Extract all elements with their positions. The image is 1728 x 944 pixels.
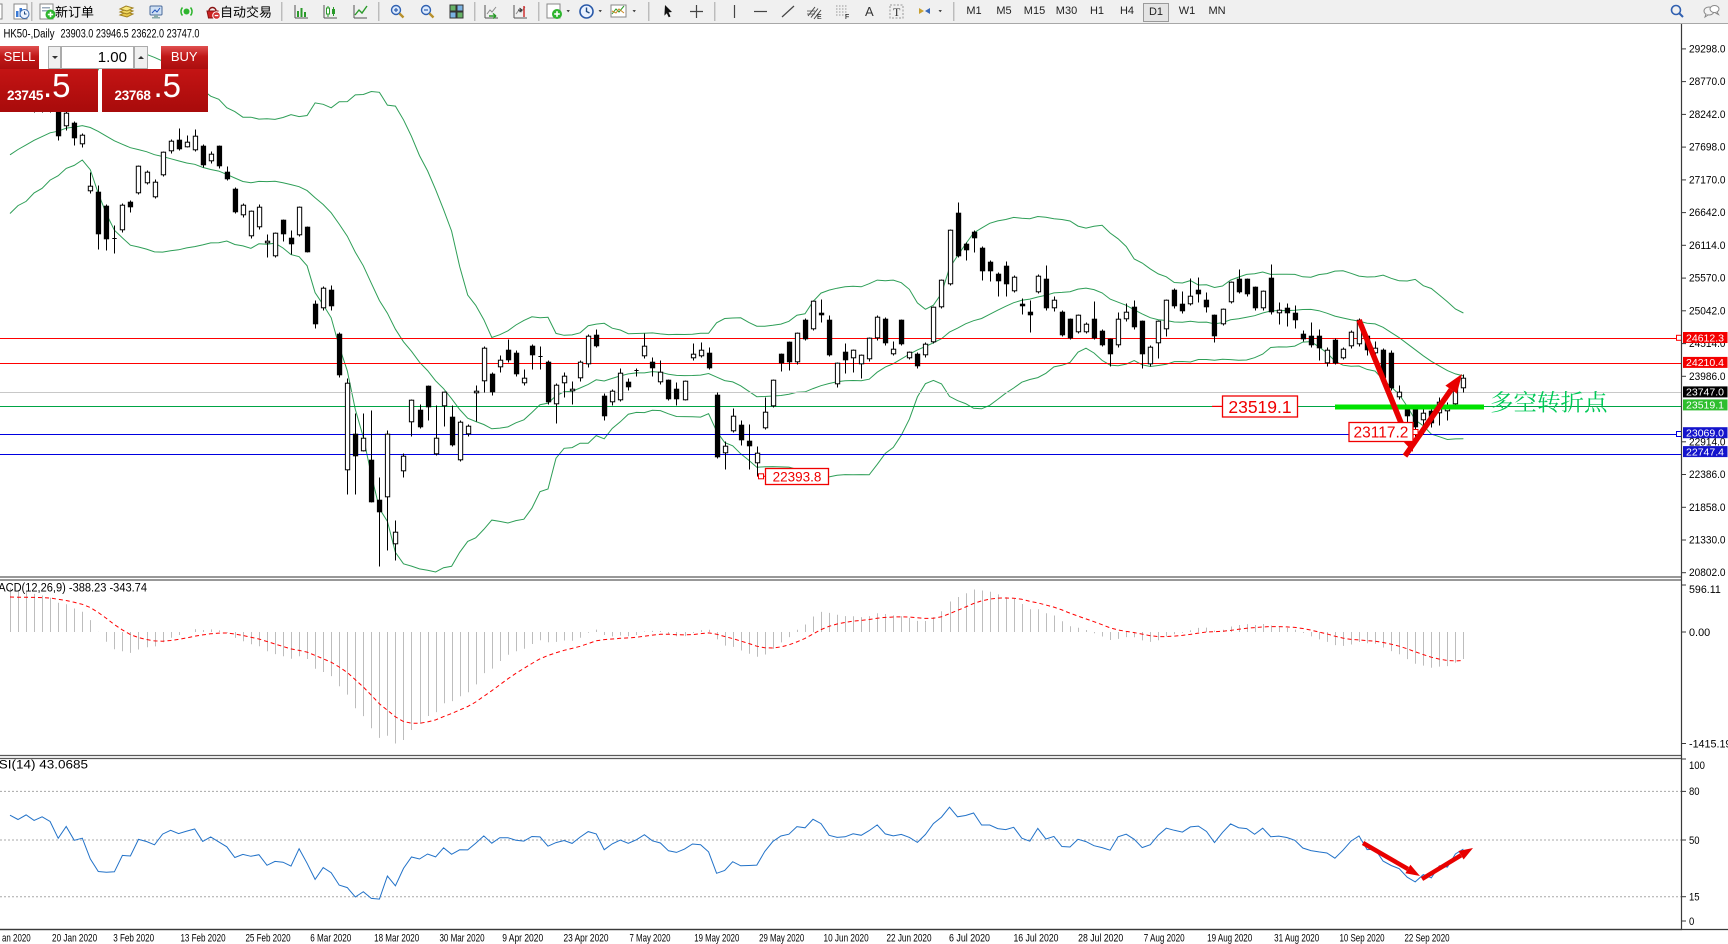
svg-text:50: 50 — [1689, 835, 1700, 847]
svg-text:25042.0: 25042.0 — [1689, 305, 1726, 317]
svg-text:19 May 2020: 19 May 2020 — [694, 933, 739, 944]
svg-text:23069.0: 23069.0 — [1686, 428, 1724, 440]
svg-text:F: F — [845, 14, 849, 21]
svg-text:T: T — [893, 5, 901, 19]
svg-text:23903.0 23946.5 23622.0 23747.: 23903.0 23946.5 23622.0 23747.0 — [61, 29, 200, 41]
svg-text:20802.0: 20802.0 — [1689, 567, 1726, 579]
svg-text:22 Sep 2020: 22 Sep 2020 — [1404, 933, 1449, 944]
svg-text:22914.0: 22914.0 — [1689, 436, 1726, 448]
svg-text:9 Apr 2020: 9 Apr 2020 — [502, 933, 543, 944]
svg-text:23519.1: 23519.1 — [1228, 397, 1291, 417]
svg-text:23747.0: 23747.0 — [1686, 387, 1724, 399]
svg-text:7 Aug 2020: 7 Aug 2020 — [1144, 933, 1185, 944]
svg-text:RSI(14) 43.0685: RSI(14) 43.0685 — [0, 760, 88, 772]
svg-text:26114.0: 26114.0 — [1689, 240, 1726, 252]
svg-text:80: 80 — [1689, 786, 1700, 798]
svg-text:24612.3: 24612.3 — [1686, 332, 1724, 344]
svg-text:27170.0: 27170.0 — [1689, 174, 1726, 186]
svg-text:7 May 2020: 7 May 2020 — [630, 933, 671, 944]
svg-text:-1415.19: -1415.19 — [1689, 738, 1728, 750]
svg-text:6 Mar 2020: 6 Mar 2020 — [310, 933, 351, 944]
svg-text:100: 100 — [1689, 760, 1705, 772]
svg-text:25570.0: 25570.0 — [1689, 273, 1726, 285]
svg-text:28 Jul 2020: 28 Jul 2020 — [1078, 933, 1123, 944]
svg-text:22386.0: 22386.0 — [1689, 469, 1726, 481]
svg-text:HK50-,Daily: HK50-,Daily — [4, 29, 55, 41]
svg-text:31 Aug 2020: 31 Aug 2020 — [1274, 933, 1319, 944]
svg-text:0: 0 — [1689, 916, 1694, 928]
svg-text:21330.0: 21330.0 — [1689, 535, 1726, 547]
svg-text:6 Jul 2020: 6 Jul 2020 — [949, 933, 990, 944]
svg-text:20 Jan 2020: 20 Jan 2020 — [52, 933, 97, 944]
svg-text:22393.8: 22393.8 — [773, 469, 822, 484]
svg-text:596.11: 596.11 — [1689, 584, 1721, 596]
svg-text:15: 15 — [1689, 892, 1700, 904]
svg-text:30 Mar 2020: 30 Mar 2020 — [439, 933, 484, 944]
svg-text:E: E — [817, 14, 822, 21]
svg-text:25 Feb 2020: 25 Feb 2020 — [245, 933, 290, 944]
svg-text:22747.4: 22747.4 — [1686, 446, 1724, 458]
svg-text:10 Sep 2020: 10 Sep 2020 — [1339, 933, 1384, 944]
svg-text:A: A — [865, 4, 874, 19]
svg-text:13 Feb 2020: 13 Feb 2020 — [180, 933, 225, 944]
svg-text:26642.0: 26642.0 — [1689, 207, 1726, 219]
svg-text:28770.0: 28770.0 — [1689, 76, 1726, 88]
svg-text:10 Jun 2020: 10 Jun 2020 — [824, 933, 869, 944]
svg-text:MACD(12,26,9) -388.23 -343.74: MACD(12,26,9) -388.23 -343.74 — [0, 583, 148, 595]
svg-text:23 Apr 2020: 23 Apr 2020 — [563, 933, 608, 944]
svg-text:29 May 2020: 29 May 2020 — [759, 933, 804, 944]
svg-text:22 Jun 2020: 22 Jun 2020 — [886, 933, 931, 944]
svg-text:3 Feb 2020: 3 Feb 2020 — [113, 933, 154, 944]
svg-text:an 2020: an 2020 — [2, 933, 31, 944]
svg-text:27698.0: 27698.0 — [1689, 142, 1726, 154]
svg-text:18 Mar 2020: 18 Mar 2020 — [374, 933, 419, 944]
svg-text:23986.0: 23986.0 — [1689, 371, 1726, 383]
svg-text:16 Jul 2020: 16 Jul 2020 — [1013, 933, 1058, 944]
svg-text:0.00: 0.00 — [1689, 627, 1710, 639]
svg-text:28242.0: 28242.0 — [1689, 109, 1726, 121]
svg-text:23117.2: 23117.2 — [1354, 425, 1409, 442]
svg-text:24210.4: 24210.4 — [1686, 357, 1724, 369]
svg-text:29298.0: 29298.0 — [1689, 43, 1726, 55]
svg-text:23519.1: 23519.1 — [1686, 400, 1724, 412]
svg-text:21858.0: 21858.0 — [1689, 502, 1726, 514]
svg-text:19 Aug 2020: 19 Aug 2020 — [1207, 933, 1252, 944]
